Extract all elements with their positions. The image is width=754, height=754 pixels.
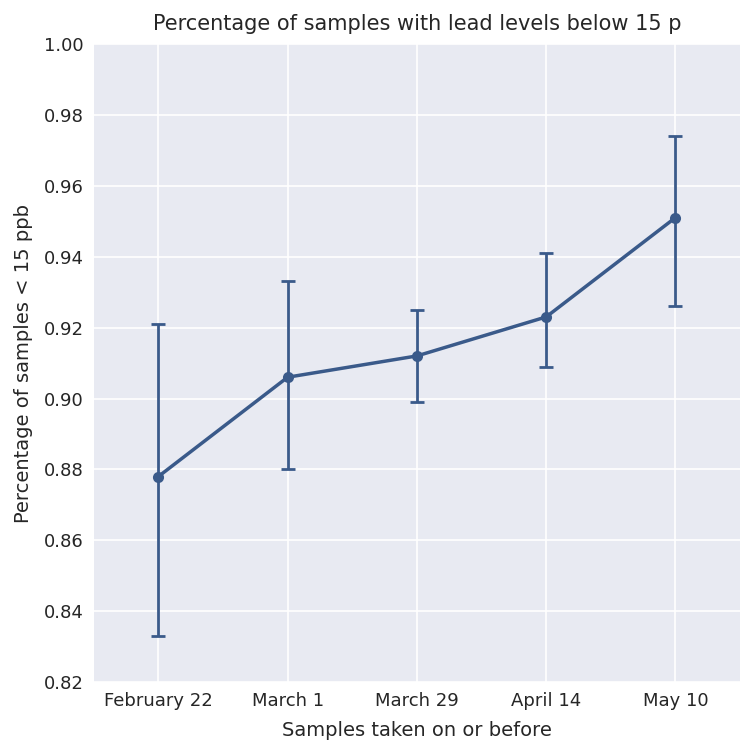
Y-axis label: Percentage of samples < 15 ppb: Percentage of samples < 15 ppb xyxy=(14,204,33,523)
X-axis label: Samples taken on or before: Samples taken on or before xyxy=(282,721,552,740)
Title: Percentage of samples with lead levels below 15 p: Percentage of samples with lead levels b… xyxy=(152,14,681,34)
